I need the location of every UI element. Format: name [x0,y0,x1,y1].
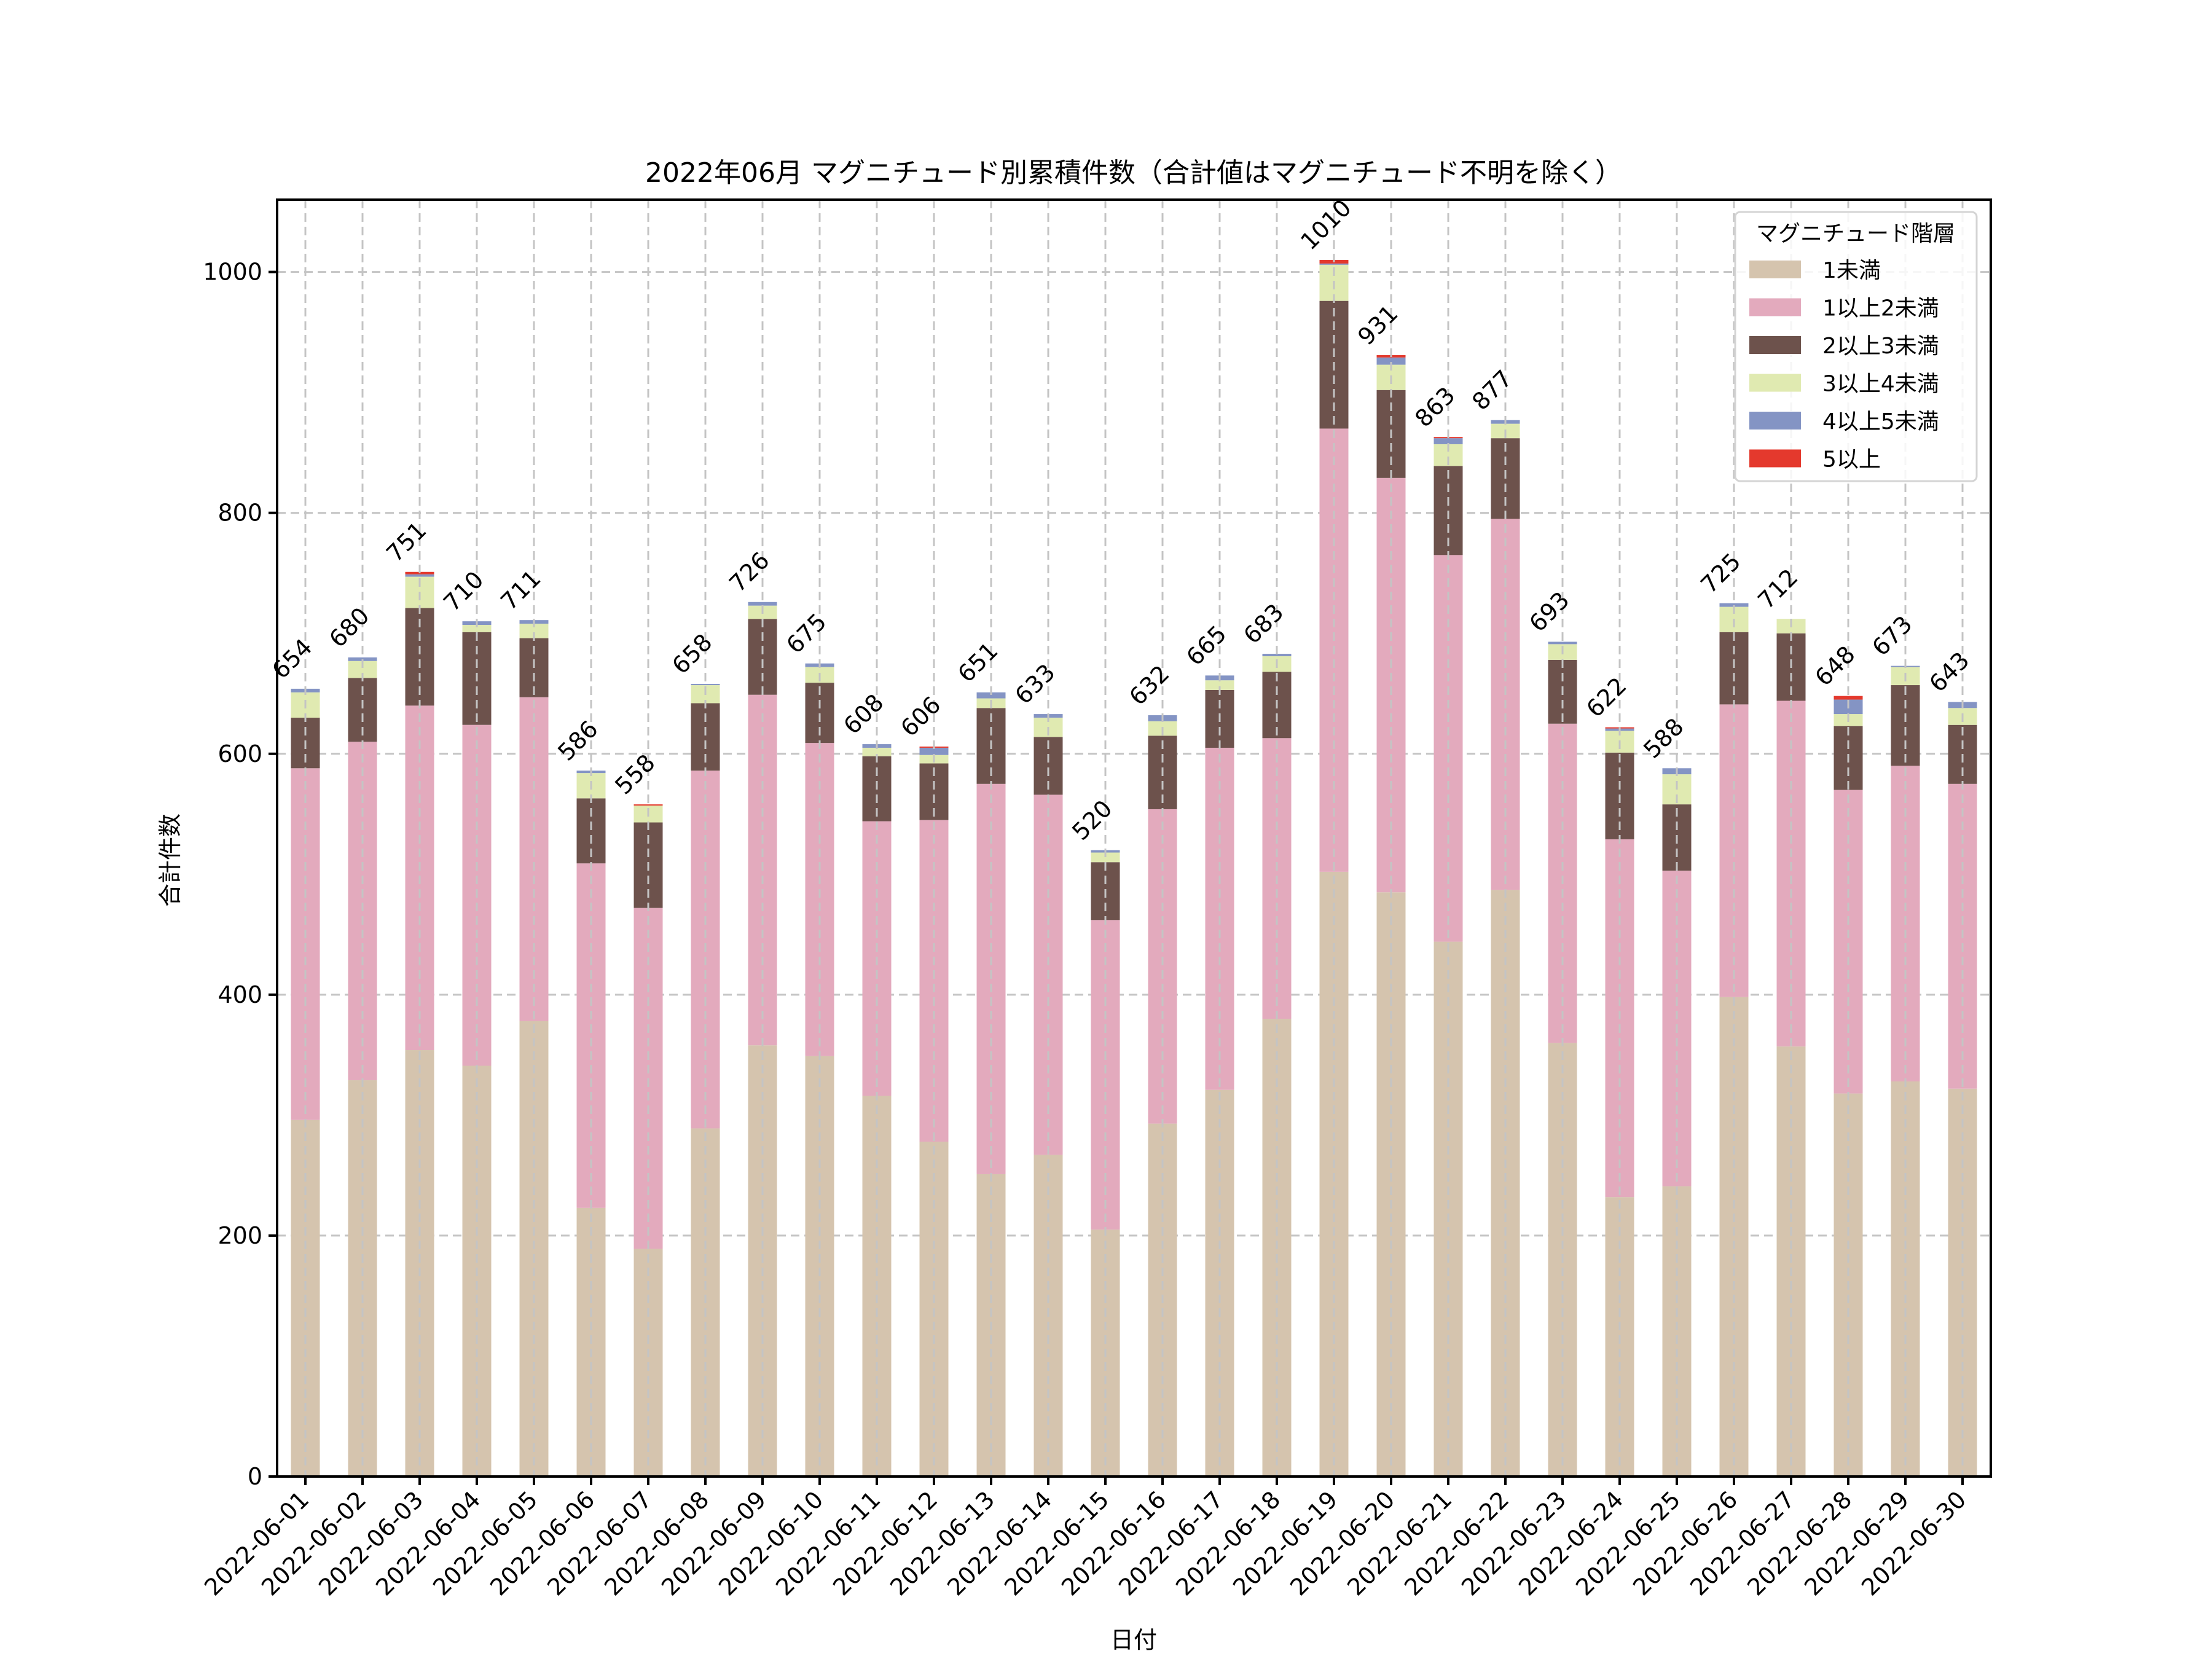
legend-swatch [1749,412,1801,429]
legend-label: 3以上4未満 [1822,372,1939,397]
legend-item: 5以上 [1749,447,1881,473]
bar-total-label: 608 [838,689,888,739]
bar-total-label: 863 [1410,382,1460,432]
bar-total-label: 680 [324,602,374,653]
bar-total-label: 558 [610,749,660,799]
bar-segment [805,743,834,1056]
y-tick-label: 400 [218,981,262,1008]
legend: マグニチュード階層 1未満 1以上2未満 2以上3未満 3以上4未満 4以上5未満 5以上 [1734,211,1978,482]
bar-total-label: 693 [1524,586,1574,637]
legend-item: 4以上5未満 [1749,409,1939,434]
legend-swatch [1749,374,1801,392]
bar-total-label: 683 [1238,598,1288,649]
legend-item: 1未満 [1749,258,1881,283]
bar-total-label: 520 [1067,795,1117,845]
legend-swatch [1749,449,1801,468]
bar-segment [405,1050,434,1477]
bar-total-label: 675 [781,608,831,659]
legend-label: 1未満 [1822,258,1881,283]
bar-total-label: 751 [381,517,431,567]
bar-total-label: 633 [1010,659,1060,709]
bar-total-label: 1010 [1295,194,1357,256]
bar-segment [1834,696,1863,700]
bar-segment [633,804,663,806]
legend-item: 3以上4未満 [1749,372,1939,397]
legend-label: 4以上5未満 [1822,409,1939,434]
bar-segment [348,657,377,661]
bar-total-label: 654 [267,633,317,684]
bar-segment [519,697,549,1021]
bar-segment [748,619,777,695]
bar-total-label: 665 [1181,620,1231,670]
x-axis-label: 日付 [1110,1626,1157,1653]
bar-segment [519,624,549,638]
bar-total-label: 606 [895,691,946,742]
legend-swatch [1749,336,1801,354]
bar-segment [1319,263,1349,265]
legend-label: 2以上3未満 [1822,334,1939,359]
bar-segment [919,747,949,755]
bar-total-label: 931 [1352,300,1403,350]
legend-label: 1以上2未満 [1822,296,1939,321]
y-tick-label: 200 [218,1222,262,1249]
bar-segment [1205,680,1234,690]
bar-total-label: 632 [1124,660,1174,710]
legend-item: 2以上3未満 [1749,334,1939,359]
bar-segment [1376,357,1406,365]
y-axis: 0 200 400 600 800 1000 [203,259,277,1490]
bar-segment [462,625,492,632]
y-axis-label: 合計件数 [157,814,184,907]
bar-segment [1433,438,1463,444]
bar-total-label: 725 [1695,548,1746,598]
x-axis: 2022-06-012022-06-022022-06-032022-06-04… [199,1477,1971,1601]
vertical-grid-lines [304,200,1964,1477]
bar-total-label: 712 [1752,563,1803,614]
chart-title: 2022年06月 マグニチュード別累積件数（合計値はマグニチュード不明を除く） [645,157,1622,189]
bar-total-label: 710 [438,566,488,616]
bar-segment [1776,700,1806,1047]
bar-segment [862,747,892,756]
legend-item: 1以上2未満 [1749,296,1939,321]
y-tick-label: 0 [248,1463,262,1490]
legend-swatch [1749,261,1801,278]
bar-total-label: 673 [1867,611,1917,661]
bar-segment [1548,641,1577,645]
bar-total-label: 648 [1810,641,1860,691]
bar-total-label: 658 [667,629,717,679]
bar-total-label: 877 [1467,365,1517,415]
legend-title: マグニチュード階層 [1756,221,1955,246]
plot-frame [276,198,1992,1478]
bar-segment [919,820,949,1142]
bar-segment [1262,654,1292,656]
bar-segment [1376,892,1406,1477]
bar-total-label: 643 [1924,646,1974,697]
bar-segment [748,602,777,606]
y-tick-label: 1000 [203,259,262,286]
bar-segment [691,684,720,686]
bar-segment [576,863,606,1208]
bar-total-label: 586 [552,715,603,766]
bar-segment [1891,685,1920,766]
bar-total-label: 651 [952,637,1003,688]
bar-total-label: 726 [724,547,774,597]
bar-segment [1091,852,1120,863]
bar-segment [1091,920,1120,1230]
y-tick-label: 800 [218,500,262,527]
bar-total-label: 588 [1638,713,1688,763]
legend-label: 5以上 [1822,447,1881,473]
legend-swatch [1749,298,1801,316]
bar-total-label: 622 [1581,672,1631,723]
bars [291,260,1977,1477]
bar-segment [1719,603,1749,607]
bar-segment [976,692,1006,699]
bar-total-label: 711 [495,565,546,615]
bar-segment [405,574,434,577]
y-tick-label: 600 [218,740,262,767]
